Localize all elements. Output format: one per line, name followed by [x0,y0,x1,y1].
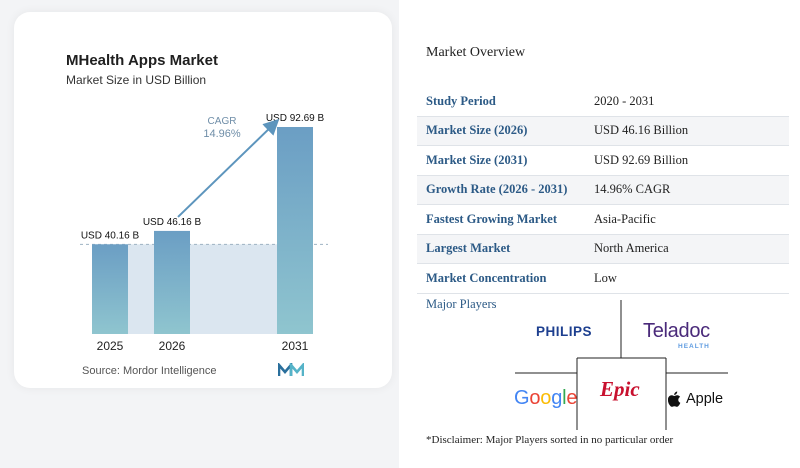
apple-logo-icon [668,391,681,407]
overview-row-value: 14.96% CAGR [594,175,789,205]
google-logo: Google [514,387,578,409]
x-tick-label: 2031 [282,339,309,353]
x-tick-label: 2026 [159,339,186,353]
bar-chart: USD 40.16 B 2025 USD 46.16 B 2026 USD 92.69 … [80,113,328,353]
bar-2025 [92,244,128,334]
overview-row: Largest Market North America [417,234,789,264]
overview-row: Growth Rate (2026 - 2031) 14.96% CAGR [417,175,789,205]
overview-row-label: Study Period [417,87,594,117]
overview-row-label: Fastest Growing Market [417,204,594,235]
x-tick-label: 2025 [97,339,124,353]
cagr-label: CAGR [208,116,237,127]
players-title: Major Players [426,297,497,311]
cagr-arrow [177,118,280,218]
overview-row-label: Largest Market [417,234,594,264]
bar-value-label: USD 40.16 B [81,230,140,241]
teladoc-logo: Teladoc [643,320,710,342]
overview-row-value: 2020 - 2031 [594,87,789,117]
overview-row-value: Low [594,263,789,294]
bar-value-label: USD 46.16 B [143,217,202,228]
overview-row: Market Concentration Low [417,263,789,294]
bar-value-label: USD 92.69 B [266,113,325,124]
overview-row: Study Period 2020 - 2031 [417,87,789,117]
epic-logo: Epic [600,377,640,401]
overview-row-value: North America [594,234,789,264]
philips-logo: PHILIPS [536,324,593,339]
teladoc-health-label: HEALTH [678,343,710,350]
overview-title: Market Overview [426,45,526,60]
overview-row-label: Market Concentration [417,263,594,294]
chart-title: MHealth Apps Market [66,52,218,69]
overview-row: Market Size (2026) USD 46.16 Billion [417,116,789,146]
overview-row: Market Size (2031) USD 92.69 Billion [417,145,789,176]
chart-subtitle: Market Size in USD Billion [66,73,207,87]
apple-logo-label: Apple [686,391,724,407]
overview-row-label: Growth Rate (2026 - 2031) [417,175,594,205]
mordor-intelligence-logo-icon [278,363,304,376]
cagr-value: 14.96% [203,128,241,140]
source-label: Source: Mordor Intelligence [82,365,217,377]
bar-2026 [154,230,190,334]
disclaimer-text: *Disclaimer: Major Players sorted in no … [426,434,674,446]
overview-table: Study Period 2020 - 2031 Market Size (2026… [417,87,789,294]
overview-row-value: USD 46.16 Billion [594,116,789,146]
overview-row-value: Asia-Pacific [594,204,789,235]
overview-row-label: Market Size (2026) [417,116,594,146]
overview-row-label: Market Size (2031) [417,145,594,176]
bar-2031 [277,127,313,334]
overview-row-value: USD 92.69 Billion [594,145,789,176]
overview-row: Fastest Growing Market Asia-Pacific [417,204,789,235]
